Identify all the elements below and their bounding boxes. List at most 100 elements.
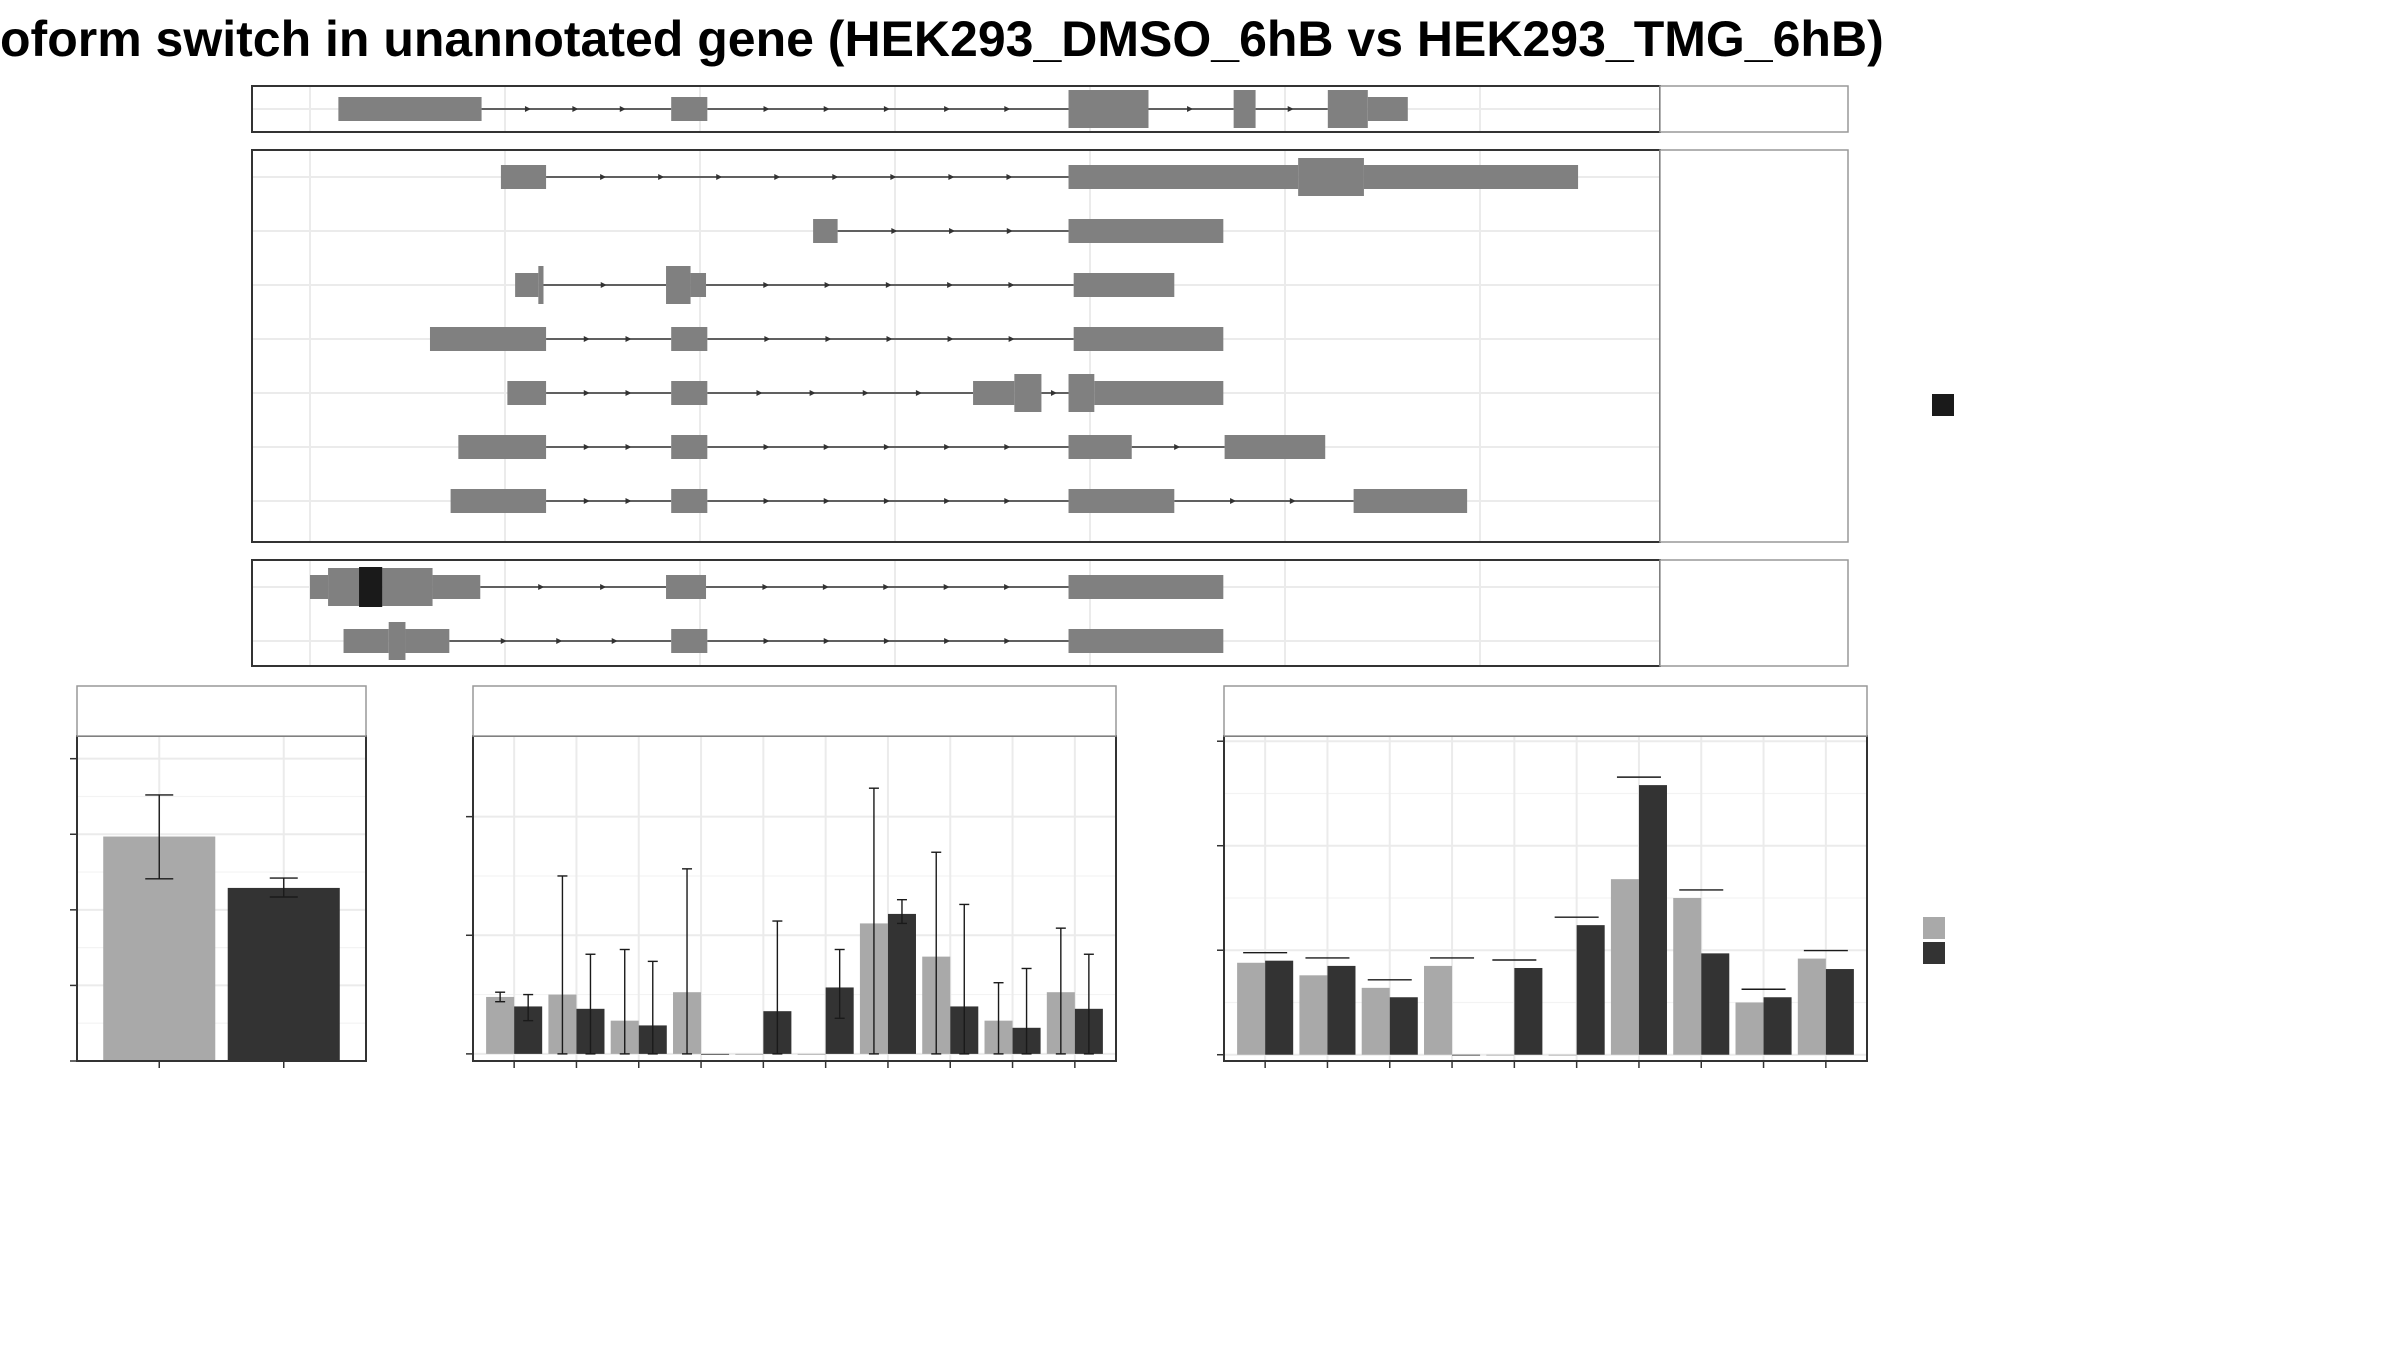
intron-arrow <box>823 106 830 112</box>
intron-arrow <box>883 498 890 504</box>
exon-block <box>666 575 707 599</box>
exon-block <box>458 435 547 459</box>
exon-block <box>1068 489 1175 513</box>
intron-arrow <box>658 174 665 180</box>
intron-arrow <box>762 584 769 590</box>
exon-block <box>671 381 708 405</box>
intron-arrow <box>625 390 632 396</box>
transcript-row <box>458 435 1326 459</box>
legend-key-dmso <box>1923 917 1945 939</box>
group-strip <box>1659 149 1849 543</box>
exon-block <box>328 568 360 606</box>
transcript-group-nmd-sensitive <box>251 559 1849 667</box>
exon-block <box>666 266 691 304</box>
intron-arrow <box>891 228 898 234</box>
exon-block <box>310 575 329 599</box>
exon-block <box>432 575 481 599</box>
intron-arrow <box>1004 444 1011 450</box>
intron-arrow <box>583 444 590 450</box>
exon-block <box>429 327 547 351</box>
exon-block <box>507 381 547 405</box>
exon-block <box>1014 374 1042 412</box>
bar <box>486 996 515 1054</box>
intron-arrow <box>611 638 618 644</box>
intron-arrow <box>883 584 890 590</box>
bar <box>1361 987 1390 1055</box>
chart-isoform-usage <box>1217 685 1868 1068</box>
exon-block <box>515 273 539 297</box>
intron-arrow <box>572 106 579 112</box>
facet-strip <box>1223 685 1868 737</box>
transcript-row <box>310 567 1224 607</box>
intron-arrow <box>500 638 507 644</box>
intron-arrow <box>583 336 590 342</box>
legend-key-idr <box>1932 394 1954 416</box>
transcript-row <box>500 158 1579 196</box>
domain-legend <box>1932 394 1954 416</box>
intron-arrow <box>832 174 839 180</box>
bar <box>1424 965 1453 1055</box>
bar <box>701 1053 730 1055</box>
intron-arrow <box>774 174 781 180</box>
exon-block <box>1363 165 1579 189</box>
bar <box>1327 965 1356 1055</box>
intron-arrow <box>763 638 770 644</box>
intron-arrow <box>556 638 563 644</box>
intron-arrow <box>947 336 954 342</box>
bar <box>1638 785 1667 1055</box>
exon-block <box>1068 374 1095 412</box>
intron-arrow <box>524 106 531 112</box>
bar <box>1299 975 1328 1055</box>
bar <box>1576 925 1605 1055</box>
intron-arrow <box>823 498 830 504</box>
intron-arrow <box>948 174 955 180</box>
exon-block <box>388 622 406 660</box>
group-strip <box>1659 85 1849 133</box>
exon-block <box>1298 158 1364 196</box>
intron-arrow <box>763 444 770 450</box>
bar <box>1486 1054 1515 1056</box>
intron-arrow <box>583 498 590 504</box>
exon-block <box>382 568 433 606</box>
group-strip <box>1659 559 1849 667</box>
chart-isoform-expression <box>466 685 1117 1068</box>
exon-block <box>690 273 707 297</box>
intron-arrow <box>1174 444 1181 450</box>
intron-arrow <box>619 106 626 112</box>
transcript-row <box>507 374 1224 412</box>
intron-arrow <box>809 390 816 396</box>
exon-block <box>1068 575 1224 599</box>
intron-arrow <box>885 282 892 288</box>
intron-arrow <box>1004 584 1011 590</box>
exon-block <box>1233 90 1256 128</box>
intron-arrow <box>756 390 763 396</box>
bar <box>1610 879 1639 1055</box>
exon-block <box>500 165 547 189</box>
intron-arrow <box>1289 498 1296 504</box>
bar <box>1673 897 1702 1055</box>
exon-block <box>405 629 450 653</box>
intron-arrow <box>1008 282 1015 288</box>
exon-block <box>671 327 708 351</box>
bar <box>1237 962 1266 1055</box>
transcript-row <box>450 489 1468 513</box>
transcript-row <box>343 622 1224 660</box>
bar <box>1452 1054 1481 1056</box>
exon-block <box>671 629 708 653</box>
exon-block <box>338 97 482 121</box>
bar <box>735 1053 764 1055</box>
intron-arrow <box>763 498 770 504</box>
bar <box>1389 997 1418 1055</box>
intron-arrow <box>822 584 829 590</box>
bar <box>1514 967 1543 1055</box>
intron-arrow <box>1006 174 1013 180</box>
exon-block <box>671 489 708 513</box>
intron-arrow <box>1004 498 1011 504</box>
intron-arrow <box>823 638 830 644</box>
intron-arrow <box>763 282 770 288</box>
exon-block <box>973 381 1015 405</box>
intron-arrow <box>824 282 831 288</box>
exon-block <box>671 435 708 459</box>
intron-arrow <box>600 282 607 288</box>
